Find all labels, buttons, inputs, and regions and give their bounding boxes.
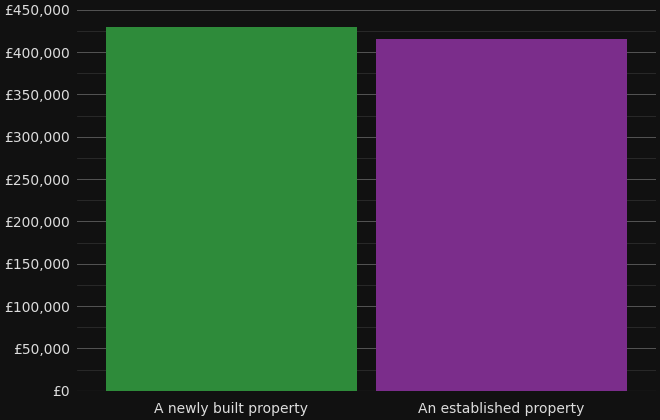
Bar: [376, 39, 627, 391]
Bar: [106, 26, 357, 391]
